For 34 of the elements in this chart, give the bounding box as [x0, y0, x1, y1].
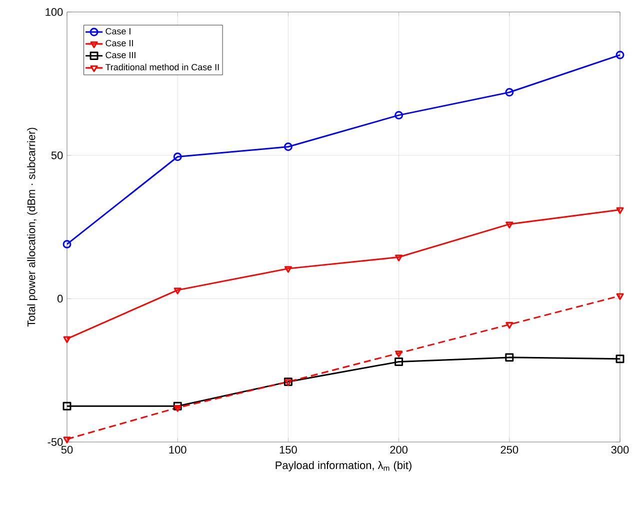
point [395, 254, 403, 262]
point [505, 88, 514, 96]
legend-label: Case II [106, 40, 133, 46]
x-tick-label: 100 [169, 446, 186, 454]
point [174, 405, 182, 412]
legend-label: Traditional method in Case II [105, 64, 219, 70]
point [505, 353, 514, 362]
y-axis-title: Total power allocation, (dBm · subcarrier) [27, 128, 38, 327]
point [174, 288, 182, 294]
y-tick-label: 0 [57, 294, 63, 303]
point [395, 350, 403, 358]
y-tick-label: -50 [48, 438, 63, 446]
point [284, 266, 292, 273]
point [62, 402, 72, 410]
point [173, 152, 182, 161]
point [173, 402, 182, 410]
point [394, 357, 404, 366]
point [63, 436, 71, 444]
x-tick-label: 150 [280, 446, 297, 454]
y-tick-label: 100 [46, 8, 63, 16]
point [394, 110, 404, 120]
y-tick-label: 50 [51, 151, 63, 160]
x-tick-label: 200 [390, 446, 408, 454]
x-tick-label: 250 [500, 446, 518, 454]
point [506, 322, 514, 329]
point [616, 354, 624, 364]
x-axis-title: Payload information, λ$_{m}$ (bit) [276, 461, 412, 472]
x-tick-label: 300 [611, 446, 629, 454]
point [616, 293, 624, 300]
legend-label: Case I [106, 28, 130, 34]
legend-label: Case III [106, 52, 136, 58]
point [284, 142, 292, 151]
point [506, 222, 514, 228]
x-tick-label: 50 [61, 446, 73, 454]
